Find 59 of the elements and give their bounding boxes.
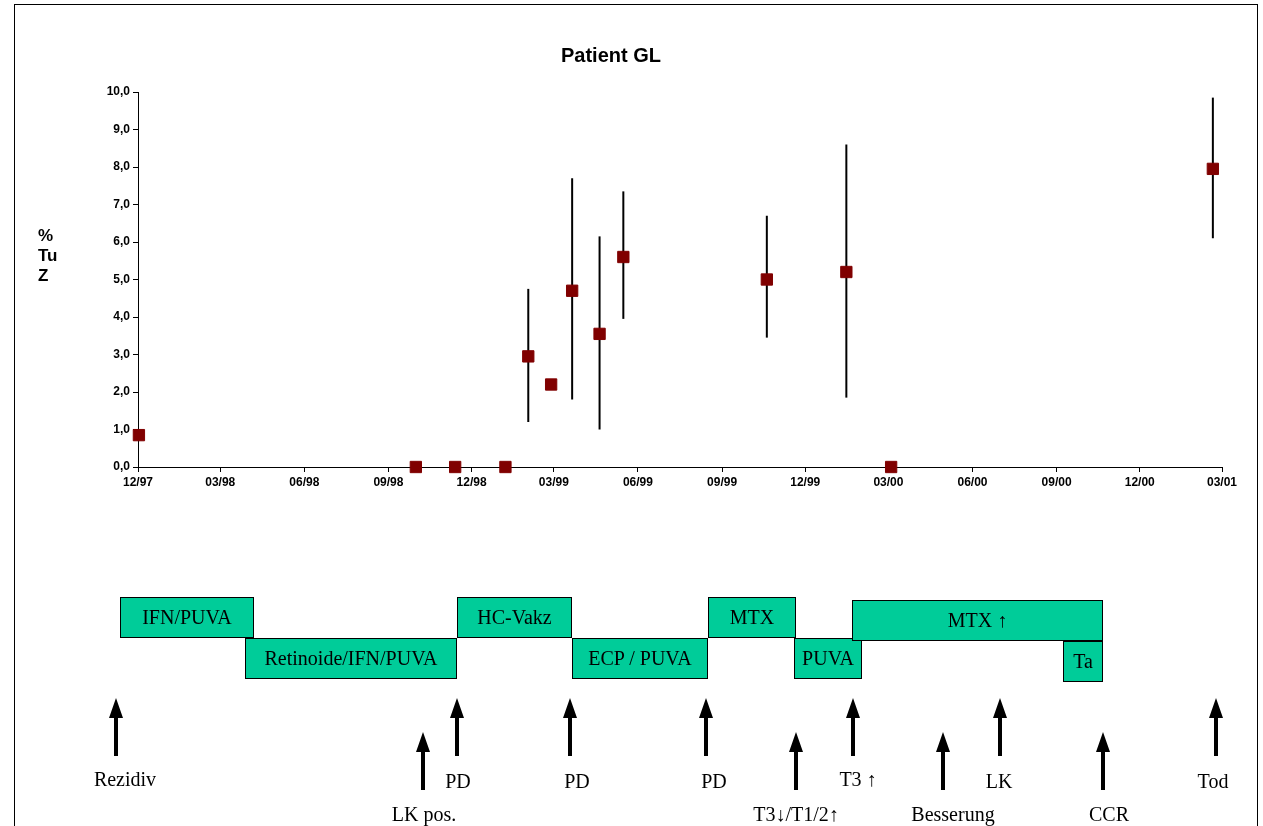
- text: Tod: [1197, 770, 1229, 793]
- y-tick-label: 6,0: [113, 234, 131, 249]
- point: [409, 460, 423, 474]
- text: PD: [564, 770, 590, 793]
- y-tick-label: 4,0: [113, 309, 131, 324]
- point: [565, 284, 579, 297]
- x-tick-label: 12/98: [456, 474, 487, 489]
- point: [840, 265, 853, 279]
- y-tick-label: 2,0: [113, 384, 131, 399]
- x-tick-label: 06/00: [957, 474, 988, 489]
- point: [499, 460, 512, 474]
- label-box: MTX: [708, 597, 796, 638]
- y-tick-label: 1,0: [113, 421, 131, 436]
- x-tick-label: 09/00: [1041, 474, 1072, 489]
- x-tick-label: 03/01: [1206, 474, 1238, 489]
- point: [593, 327, 606, 341]
- text: T3 ↑: [839, 768, 877, 791]
- x-tick-label: 06/99: [622, 474, 654, 489]
- text: CCR: [1088, 803, 1130, 826]
- text: Besserung: [911, 803, 995, 826]
- label-box: MTX ↑: [852, 600, 1103, 641]
- x-tick-label: 09/99: [707, 474, 738, 489]
- x-tick-label: 09/98: [373, 474, 404, 489]
- y-tick-label: 8,0: [113, 159, 131, 174]
- text: T3↓/T1/2↑: [753, 803, 839, 826]
- x-tick-label: 03/99: [538, 474, 570, 489]
- label-box: Retinoide/IFN/PUVA: [245, 638, 457, 679]
- text: LK pos.: [391, 803, 457, 826]
- label-box: IFN/PUVA: [120, 597, 254, 638]
- y-tick-label: 3,0: [113, 346, 131, 361]
- y-tick-label: 10,0: [106, 84, 131, 99]
- point: [544, 378, 558, 391]
- y-tick-label: 7,0: [113, 196, 131, 211]
- x-tick-label: 12/99: [790, 474, 821, 489]
- text: PD: [445, 770, 471, 793]
- point: [1206, 162, 1220, 176]
- y-tick-label: 9,0: [113, 121, 131, 136]
- x-tick-label: 12/97: [122, 474, 154, 489]
- y-tick-label: 0,0: [113, 459, 131, 474]
- text: PD: [701, 770, 727, 793]
- x-tick-label: 03/98: [205, 474, 236, 489]
- point: [617, 250, 630, 264]
- label-box: PUVA: [794, 638, 862, 679]
- x-tick-label: 03/00: [873, 474, 904, 489]
- point: [132, 428, 146, 442]
- x-tick-label: 12/00: [1124, 474, 1156, 489]
- point: [884, 460, 898, 474]
- point: [760, 273, 773, 286]
- label-box: ECP / PUVA: [572, 638, 708, 679]
- text: Rezidiv: [93, 768, 157, 791]
- x-tick-label: 06/98: [289, 474, 320, 489]
- text: LK: [985, 770, 1013, 793]
- y-axis-title: % Tu Z: [38, 226, 58, 285]
- label-box: HC-Vakz: [457, 597, 572, 638]
- label-box: Ta: [1063, 641, 1103, 682]
- y-tick-label: 5,0: [113, 271, 131, 286]
- point: [449, 460, 462, 474]
- point: [522, 350, 535, 363]
- chart-title: Patient GL: [560, 43, 662, 66]
